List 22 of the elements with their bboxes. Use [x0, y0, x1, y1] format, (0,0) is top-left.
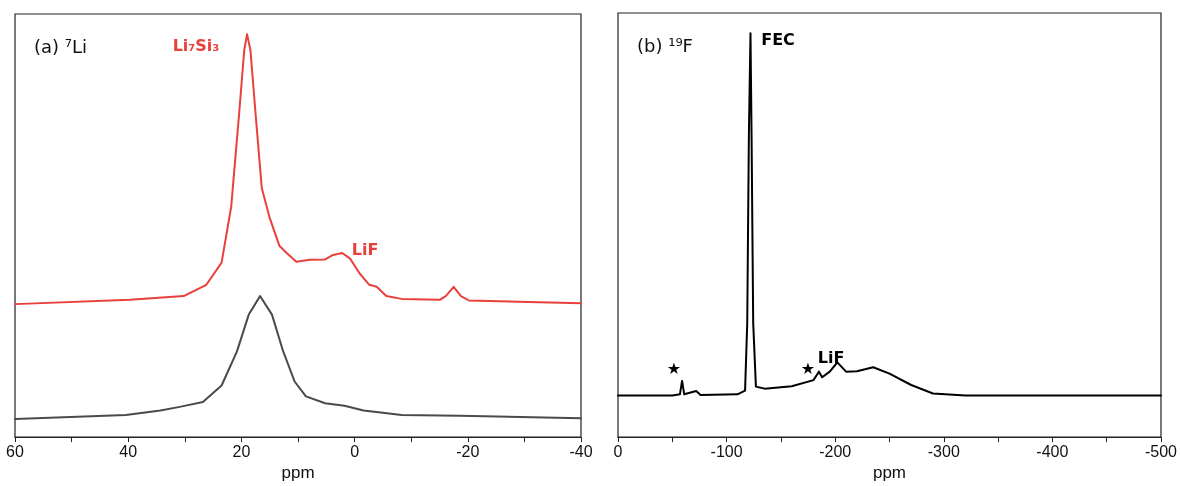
x-tick-label: 0 [613, 442, 623, 460]
chart-title: (a) ⁷Li [34, 35, 88, 57]
x-axis-title: ppm [872, 463, 907, 482]
annotation: ★ [666, 358, 682, 378]
x-tick-label: -200 [819, 442, 852, 460]
annotation: Li₇Si₃ [172, 35, 220, 55]
annotation: LiF [817, 347, 845, 367]
x-tick-label: -100 [710, 442, 743, 460]
x-tick-label: -500 [1144, 442, 1178, 460]
annotation: FEC [761, 29, 795, 49]
x-tick-label: 40 [119, 442, 138, 460]
x-tick-label: 0 [350, 442, 360, 460]
x-tick-label: 60 [6, 442, 24, 460]
x-tick-label: -40 [569, 442, 593, 460]
annotation: LiF [351, 239, 379, 259]
chart-title: (b) ¹⁹F [637, 34, 693, 56]
annotation: ★ [800, 358, 816, 378]
x-tick-label: -400 [1036, 442, 1069, 460]
x-tick-label: -300 [927, 442, 960, 460]
x-tick-label: 20 [232, 442, 251, 460]
x-axis-title: ppm [281, 463, 315, 482]
x-tick-label: -20 [456, 442, 480, 460]
